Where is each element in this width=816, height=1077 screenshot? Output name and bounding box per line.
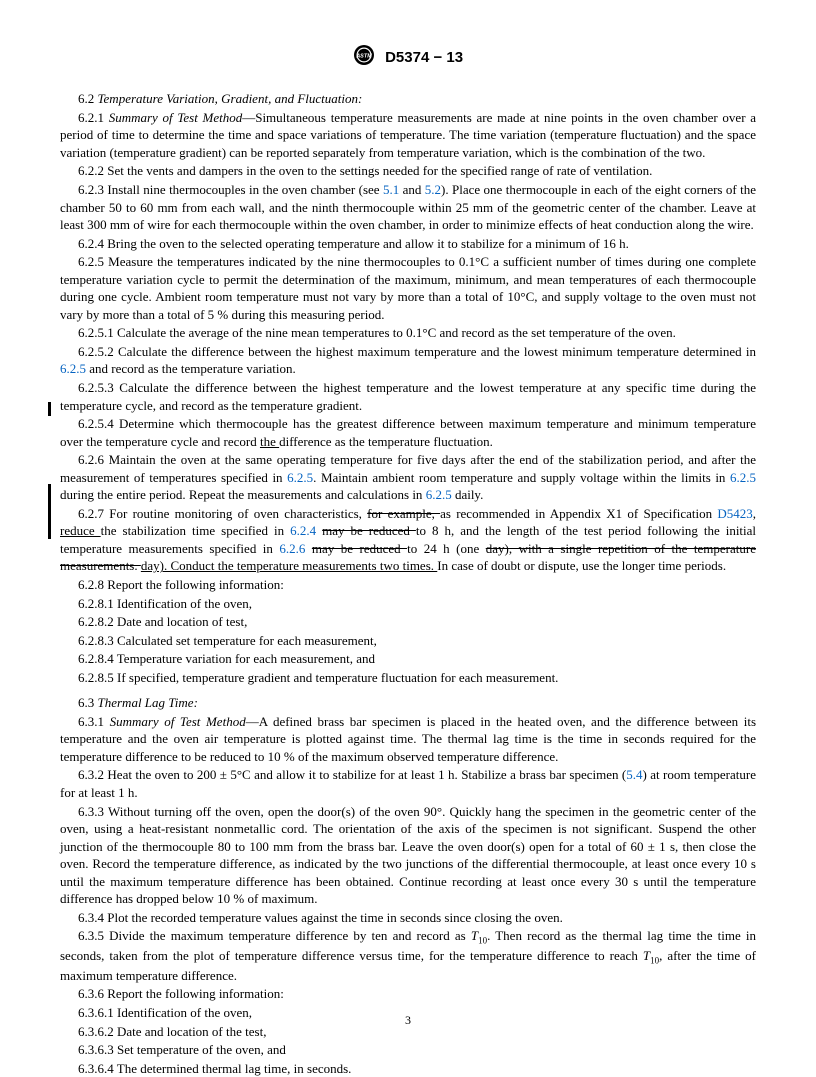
ref-6-2-5-b: 6.2.5 [287, 470, 313, 485]
section-6-2-heading: 6.2 Temperature Variation, Gradient, and… [60, 90, 756, 108]
para-6-3-2: 6.3.2 Heat the oven to 200 ± 5°C and all… [60, 766, 756, 801]
para-6-2-8-2: 6.2.8.2 Date and location of test, [60, 613, 756, 631]
ref-5-1: 5.1 [383, 182, 399, 197]
para-6-2-5-1: 6.2.5.1 Calculate the average of the nin… [60, 324, 756, 342]
para-6-3-6-4: 6.3.6.4 The determined thermal lag time,… [60, 1060, 756, 1077]
para-6-2-5-2: 6.2.5.2 Calculate the difference between… [60, 343, 756, 378]
ref-5-4: 5.4 [626, 767, 642, 782]
ref-5-2: 5.2 [425, 182, 441, 197]
para-6-2-2: 6.2.2 Set the vents and dampers in the o… [60, 162, 756, 180]
para-6-2-5-3: 6.2.5.3 Calculate the difference between… [60, 379, 756, 414]
para-6-2-3: 6.2.3 Install nine thermocouples in the … [60, 181, 756, 234]
section-title: Thermal Lag Time: [98, 695, 198, 710]
ref-6-2-5-a: 6.2.5 [60, 361, 86, 376]
para-6-3-5: 6.3.5 Divide the maximum temperature dif… [60, 927, 756, 984]
change-bar-2 [48, 484, 51, 539]
change-bar-1 [48, 402, 51, 416]
para-6-2-7: 6.2.7 For routine monitoring of oven cha… [60, 505, 756, 575]
para-6-2-8: 6.2.8 Report the following information: [60, 576, 756, 594]
section-num: 6.2 [78, 91, 94, 106]
para-6-2-8-3: 6.2.8.3 Calculated set temperature for e… [60, 632, 756, 650]
para-6-3-1: 6.3.1 Summary of Test Method—A defined b… [60, 713, 756, 766]
para-6-2-8-4: 6.2.8.4 Temperature variation for each m… [60, 650, 756, 668]
para-6-3-3: 6.3.3 Without turning off the oven, open… [60, 803, 756, 908]
para-6-2-8-1: 6.2.8.1 Identification of the oven, [60, 595, 756, 613]
ref-6-2-4: 6.2.4 [290, 523, 316, 538]
astm-logo: ASTM [353, 44, 375, 72]
section-title: Temperature Variation, Gradient, and Flu… [98, 91, 363, 106]
document-header: ASTM D5374 − 13 [60, 44, 756, 72]
para-6-2-6: 6.2.6 Maintain the oven at the same oper… [60, 451, 756, 504]
para-6-2-5: 6.2.5 Measure the temperatures indicated… [60, 253, 756, 323]
ref-6-2-5-c: 6.2.5 [730, 470, 756, 485]
para-6-2-8-5: 6.2.8.5 If specified, temperature gradie… [60, 669, 756, 687]
para-6-2-1: 6.2.1 Summary of Test Method—Simultaneou… [60, 109, 756, 162]
para-6-3-4: 6.3.4 Plot the recorded temperature valu… [60, 909, 756, 927]
ref-d5423: D5423 [717, 506, 752, 521]
para-6-3-6: 6.3.6 Report the following information: [60, 985, 756, 1003]
para-6-2-4: 6.2.4 Bring the oven to the selected ope… [60, 235, 756, 253]
section-num: 6.3 [78, 695, 94, 710]
section-6-3-heading: 6.3 Thermal Lag Time: [60, 694, 756, 712]
svg-text:ASTM: ASTM [355, 54, 372, 60]
page-number: 3 [0, 1012, 816, 1028]
document-id: D5374 − 13 [385, 48, 463, 68]
ref-6-2-5-d: 6.2.5 [426, 487, 452, 502]
ref-6-2-6: 6.2.6 [279, 541, 305, 556]
para-6-2-5-4: 6.2.5.4 Determine which thermocouple has… [60, 415, 756, 450]
